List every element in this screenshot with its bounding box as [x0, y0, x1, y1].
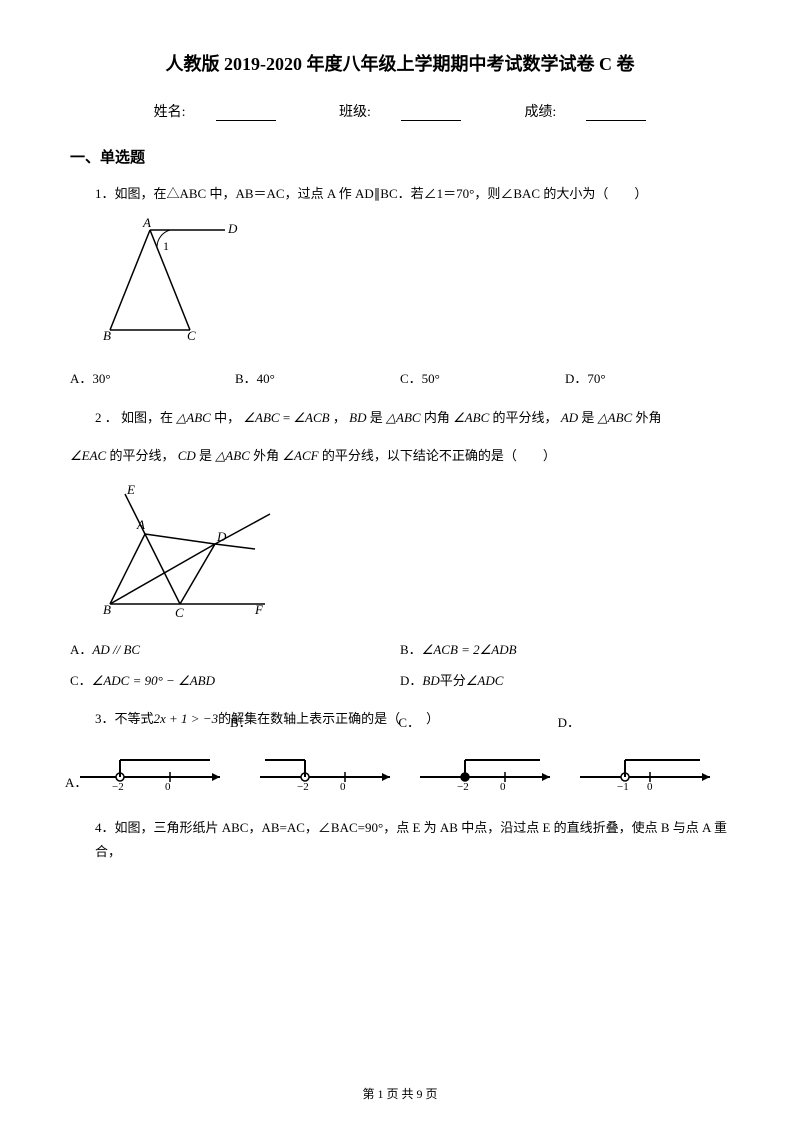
q3-option-c-label: C．	[398, 712, 420, 731]
svg-text:C: C	[187, 328, 196, 343]
svg-text:B: B	[103, 602, 111, 617]
svg-text:1: 1	[163, 239, 169, 253]
question-1-options: A．30° B．40° C．50° D．70°	[70, 368, 730, 387]
q2-option-a: A．AD // BC	[70, 639, 400, 658]
q3-option-d-label: D．	[558, 712, 580, 731]
svg-text:−2: −2	[457, 781, 469, 792]
question-2: 2 ． 如图，在 △ABC 中， ∠ABC = ∠ACB ， BD 是 △ABC…	[70, 405, 730, 431]
svg-text:D: D	[227, 221, 238, 236]
svg-text:A: A	[136, 517, 145, 532]
question-4: 4．如图，三角形纸片 ABC，AB=AC，∠BAC=90°，点 E 为 AB 中…	[70, 816, 730, 863]
q1-option-d: D．70°	[565, 368, 730, 387]
svg-text:0: 0	[340, 781, 346, 792]
question-3-options: B． −2 0 A． C． −2 0 D．	[70, 742, 730, 796]
question-2-options: A．AD // BC B．∠ACB = 2∠ADB C．∠ADC = 90° −…	[70, 639, 730, 689]
exam-title: 人教版 2019-2020 年度八年级上学期期中考试数学试卷 C 卷	[70, 50, 730, 76]
svg-text:E: E	[126, 482, 135, 497]
q3-option-b-label: B．	[230, 712, 252, 731]
q2-option-d: D．BD平分∠ADC	[400, 670, 730, 689]
q1-option-b: B．40°	[235, 368, 400, 387]
q1-option-c: C．50°	[400, 368, 565, 387]
q1-option-a: A．30°	[70, 368, 235, 387]
section-1-header: 一、单选题	[70, 146, 730, 167]
svg-text:−1: −1	[617, 781, 629, 792]
svg-text:F: F	[254, 602, 264, 617]
svg-text:A: A	[142, 215, 151, 230]
svg-text:D: D	[216, 529, 227, 544]
question-2-text: 2 ． 如图，在 △ABC 中， ∠ABC = ∠ACB ， BD 是 △ABC…	[95, 405, 730, 431]
numberline-b: −2 0	[250, 742, 400, 792]
class-label: 班级:	[324, 105, 476, 120]
svg-text:0: 0	[165, 781, 171, 792]
numberline-a: −2 0	[70, 742, 230, 792]
numberline-d: −1 0	[570, 742, 720, 792]
name-label: 姓名:	[139, 105, 291, 120]
question-4-text: 4．如图，三角形纸片 ABC，AB=AC，∠BAC=90°，点 E 为 AB 中…	[95, 816, 730, 863]
score-label: 成绩:	[509, 105, 661, 120]
q3-option-a-label: A．	[65, 772, 87, 791]
question-1-text: 1．如图，在△ABC 中，AB＝AC，过点 A 作 AD∥BC．若∠1＝70°，…	[95, 182, 730, 205]
question-2-figure: A B C D E F	[70, 479, 730, 624]
q2-option-c: C．∠ADC = 90° − ∠ABD	[70, 670, 400, 689]
svg-text:B: B	[103, 328, 111, 343]
svg-text:C: C	[175, 605, 184, 619]
svg-text:0: 0	[647, 781, 653, 792]
question-1-figure: A B C D 1	[95, 215, 730, 352]
svg-text:−2: −2	[297, 781, 309, 792]
numberline-c: −2 0	[410, 742, 560, 792]
svg-text:0: 0	[500, 781, 506, 792]
svg-text:−2: −2	[112, 781, 124, 792]
question-2-text-line2: ∠EAC 的平分线， CD 是 △ABC 外角 ∠ACF 的平分线，以下结论不正…	[70, 443, 730, 469]
student-info-line: 姓名: 班级: 成绩:	[70, 101, 730, 121]
page-footer: 第 1 页 共 9 页	[0, 1085, 800, 1102]
question-1: 1．如图，在△ABC 中，AB＝AC，过点 A 作 AD∥BC．若∠1＝70°，…	[70, 182, 730, 353]
q2-option-b: B．∠ACB = 2∠ADB	[400, 639, 730, 658]
